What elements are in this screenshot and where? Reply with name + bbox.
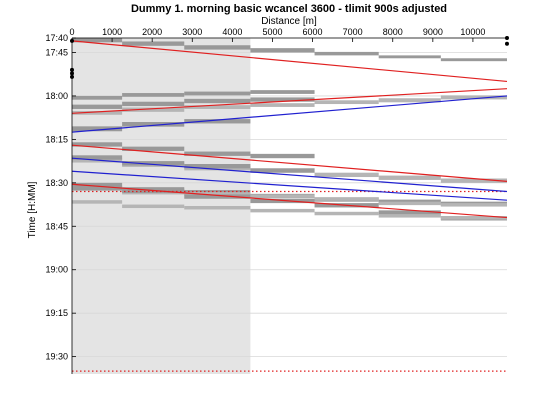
occupation-block xyxy=(122,93,185,97)
occupation-block xyxy=(250,194,315,198)
occupation-block xyxy=(378,214,441,218)
occupation-block xyxy=(440,95,507,100)
x-tick-label: 10000 xyxy=(460,27,485,37)
occupation-block xyxy=(440,203,507,207)
occupation-block xyxy=(184,91,251,96)
x-tick-label: 6000 xyxy=(303,27,323,37)
occupation-block xyxy=(72,185,123,191)
y-tick-label: 19:15 xyxy=(45,308,68,318)
occupation-block xyxy=(72,95,123,100)
occupation-block xyxy=(378,55,441,59)
occupation-block xyxy=(72,142,123,147)
occupation-block xyxy=(72,38,123,43)
station-marker xyxy=(505,36,509,40)
occupation-block xyxy=(314,197,379,201)
station-marker xyxy=(505,41,509,46)
occupation-block xyxy=(250,90,315,94)
station-marker xyxy=(70,71,74,76)
y-tick-label: 19:00 xyxy=(45,265,68,275)
occupation-block xyxy=(72,182,123,188)
train-path-line xyxy=(71,144,508,182)
y-tick-label: 19:30 xyxy=(45,352,68,362)
train-path-line xyxy=(71,95,508,133)
occupation-block xyxy=(250,153,315,159)
occupation-block xyxy=(378,210,441,215)
train-path-line xyxy=(71,40,508,83)
train-path-line xyxy=(71,88,508,114)
plot-area: 0 1000 2000 3000 4000 5000 6000 7000 8000 9000 100… xyxy=(45,27,509,374)
station-marker xyxy=(70,67,74,72)
occupation-block xyxy=(250,168,315,173)
station-marker xyxy=(70,74,74,79)
occupation-block xyxy=(122,146,185,151)
occupation-block xyxy=(184,206,251,210)
occupation-block xyxy=(440,58,507,62)
y-tick-label: 18:30 xyxy=(45,178,68,188)
occupation-block xyxy=(122,122,185,127)
occupation-block xyxy=(184,45,251,50)
occupation-block xyxy=(314,51,379,56)
train-path-line xyxy=(71,183,508,219)
x-tick-label: 7000 xyxy=(343,27,363,37)
x-tick-label: 1000 xyxy=(102,27,122,37)
occupation-block xyxy=(72,110,123,115)
x-tick-label: 4000 xyxy=(222,27,242,37)
occupation-block xyxy=(314,211,379,216)
y-tick-label: 18:15 xyxy=(45,134,68,144)
occupation-block xyxy=(122,41,185,46)
occupation-block xyxy=(122,101,185,107)
occupation-block xyxy=(72,104,123,109)
occupation-block xyxy=(378,175,441,180)
y-tick-label: 18:00 xyxy=(45,91,68,101)
occupation-block xyxy=(122,161,185,166)
station-marker xyxy=(70,38,74,43)
occupation-block xyxy=(184,105,251,109)
train-path-line xyxy=(71,170,508,201)
occupation-block xyxy=(184,164,251,169)
occupation-block xyxy=(72,200,123,204)
occupation-block xyxy=(72,126,123,132)
x-tick-label: 2000 xyxy=(142,27,162,37)
occupation-block xyxy=(250,103,315,107)
occupation-block xyxy=(378,98,441,103)
x-tick-label: 0 xyxy=(69,27,74,37)
x-tick-label: 8000 xyxy=(383,27,403,37)
x-tick-label: 3000 xyxy=(182,27,202,37)
occupation-block xyxy=(122,107,185,112)
x-axis-label: Distance [m] xyxy=(261,16,317,27)
occupation-block xyxy=(184,192,251,196)
y-tick-label: 17:40 xyxy=(45,33,68,43)
occupation-block xyxy=(250,97,315,102)
y-axis-label: Time [H:MM] xyxy=(27,181,38,238)
y-tick-label: 18:45 xyxy=(45,221,68,231)
x-tick-label: 5000 xyxy=(262,27,282,37)
occupation-block xyxy=(250,48,315,53)
occupation-block xyxy=(184,119,251,124)
occupation-block xyxy=(314,172,379,178)
occupation-block xyxy=(314,100,379,105)
occupation-block xyxy=(184,194,251,199)
occupation-block xyxy=(250,208,315,213)
occupation-block xyxy=(378,201,441,206)
train-path-line xyxy=(71,157,508,193)
x-tick-label: 9000 xyxy=(423,27,443,37)
occupation-block xyxy=(184,98,251,104)
occupation-block xyxy=(184,151,251,156)
occupation-block xyxy=(440,216,507,220)
occupation-block xyxy=(440,178,507,183)
chart-title: Dummy 1. morning basic wcancel 3600 - tl… xyxy=(131,3,447,15)
y-tick-label: 17:45 xyxy=(45,47,68,57)
occupation-block xyxy=(122,204,185,209)
occupation-block xyxy=(72,155,123,160)
